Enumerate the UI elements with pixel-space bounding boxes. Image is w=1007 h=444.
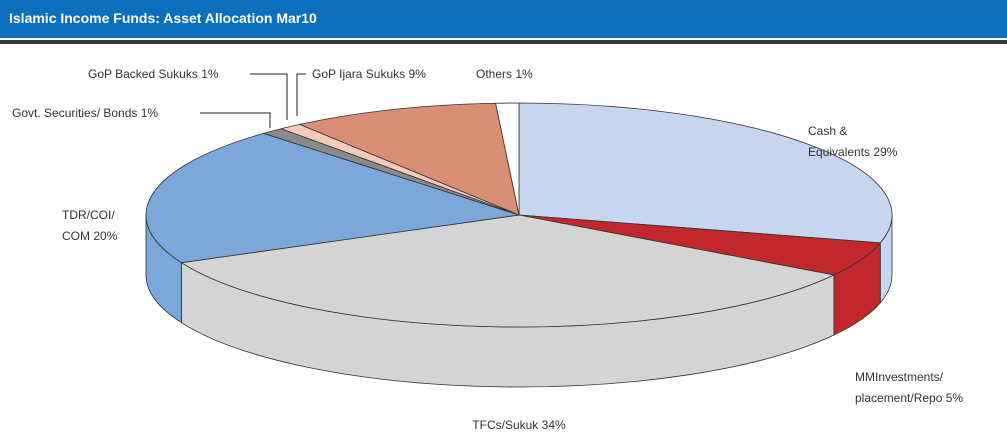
header-bar: Islamic Income Funds: Asset Allocation M…	[0, 0, 1007, 38]
slice	[518, 102, 893, 244]
slice-label: Others 1%	[476, 64, 533, 85]
category-name: GoP Backed Sukuks	[88, 67, 198, 81]
value-label: 1%	[140, 106, 159, 120]
pie	[145, 102, 893, 388]
slice	[180, 214, 836, 328]
category-name: Govt. Securities/ Bonds	[12, 106, 138, 120]
leader-line	[250, 73, 288, 120]
value-label: 1%	[201, 67, 219, 81]
leader-line	[200, 112, 271, 128]
category-name: Others	[476, 67, 513, 81]
slice	[145, 132, 520, 264]
leader-line	[296, 73, 306, 116]
category-name: MMInvestments/ placement/Repo	[855, 370, 944, 405]
slice-label: GoP Ijara Sukuks 9%	[312, 64, 426, 85]
value-label: 29%	[873, 145, 898, 159]
slice-label: Cash & Equivalents 29%	[808, 121, 897, 163]
value-label: 20%	[93, 229, 118, 243]
value-label: 5%	[945, 391, 964, 405]
category-name: Cash & Equivalents	[808, 124, 871, 159]
category-name: GoP Ijara Sukuks	[312, 67, 406, 81]
slice-label: GoP Backed Sukuks 1%	[88, 64, 219, 85]
header-rule	[0, 40, 1007, 44]
slice-label: MMInvestments/ placement/Repo 5%	[855, 367, 963, 409]
value-label: 34%	[541, 418, 566, 432]
slice-label: Govt. Securities/ Bonds 1%	[12, 103, 158, 124]
slice	[298, 102, 520, 216]
value-label: 9%	[408, 67, 426, 81]
slice-label: TFCs/Sukuk 34%	[409, 415, 629, 436]
value-label: 1%	[515, 67, 533, 81]
slice-label: TDR/COI/ COM 20%	[62, 205, 117, 247]
slice	[495, 102, 520, 216]
leader-lines	[200, 73, 306, 128]
category-name: TFCs/Sukuk	[472, 418, 539, 432]
category-name: TDR/COI/ COM	[62, 208, 115, 243]
chart-title: Islamic Income Funds: Asset Allocation M…	[9, 10, 317, 26]
